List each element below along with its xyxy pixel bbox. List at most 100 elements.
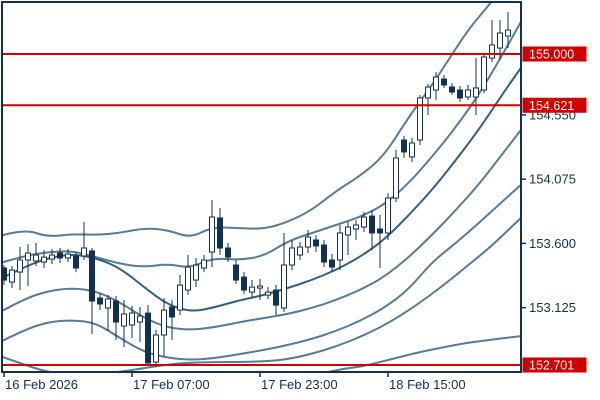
candle-body-bull bbox=[473, 87, 479, 98]
candle bbox=[465, 84, 471, 100]
price-lines-group bbox=[2, 53, 521, 366]
price-badge-label: 154.621 bbox=[529, 99, 574, 113]
price-badge-label: 155.000 bbox=[529, 48, 574, 62]
candle-body-bear bbox=[233, 264, 239, 281]
candle-body-bull bbox=[153, 334, 159, 363]
candle-body-bull bbox=[361, 216, 367, 228]
candle bbox=[409, 138, 415, 162]
candle bbox=[329, 253, 335, 273]
candle bbox=[321, 240, 327, 268]
candle bbox=[257, 278, 263, 301]
candle-body-bull bbox=[505, 29, 511, 37]
price-badge-label: 152.701 bbox=[529, 359, 574, 373]
candle-body-bull bbox=[177, 284, 183, 311]
candle-body-bear bbox=[457, 89, 463, 99]
price-badge: 154.621 bbox=[522, 97, 587, 113]
candle bbox=[417, 94, 423, 146]
candle bbox=[337, 224, 343, 271]
candle bbox=[233, 260, 239, 284]
candle bbox=[225, 242, 231, 263]
x-tick-label: 16 Feb 2026 bbox=[5, 377, 78, 392]
lower-band-4 bbox=[324, 335, 521, 372]
candle-body-bull bbox=[385, 197, 391, 234]
candle-body-bull bbox=[425, 86, 431, 99]
candle-body-bull bbox=[9, 269, 15, 283]
candle bbox=[33, 242, 39, 266]
candle-body-bear bbox=[2, 267, 7, 281]
candle-body-bull bbox=[121, 313, 127, 327]
candle bbox=[145, 305, 151, 365]
candle bbox=[433, 71, 439, 100]
candle bbox=[113, 296, 119, 340]
candle-body-bull bbox=[465, 89, 471, 98]
candle bbox=[241, 272, 247, 294]
candle-body-bull bbox=[185, 266, 191, 291]
candle-body-bull bbox=[481, 56, 487, 91]
candle bbox=[353, 219, 359, 241]
plot-border bbox=[1, 1, 522, 373]
candle-body-bull bbox=[345, 226, 351, 236]
candle-body-bear bbox=[113, 300, 119, 323]
y-tick-label: 153.125 bbox=[529, 300, 576, 315]
candle-body-bear bbox=[377, 228, 383, 234]
candle bbox=[441, 74, 447, 88]
candle bbox=[401, 135, 407, 159]
candle bbox=[361, 212, 367, 233]
candle-body-bear bbox=[441, 78, 447, 86]
candle bbox=[481, 54, 487, 93]
candle bbox=[265, 287, 271, 299]
candle bbox=[249, 280, 255, 298]
candle bbox=[65, 248, 71, 263]
candle-body-bull bbox=[433, 76, 439, 91]
candle-body-bull bbox=[489, 44, 495, 59]
candle-body-bull bbox=[81, 247, 87, 257]
candle bbox=[281, 232, 287, 312]
candle bbox=[25, 244, 31, 286]
candle bbox=[201, 255, 207, 273]
candle-body-bull bbox=[337, 232, 343, 261]
price-badge-box bbox=[522, 357, 587, 373]
candle bbox=[393, 150, 399, 202]
candle-body-bull bbox=[201, 259, 207, 269]
candle-body-bull bbox=[417, 97, 423, 141]
candle-body-bear bbox=[145, 312, 151, 364]
candle bbox=[457, 86, 463, 103]
candle-body-bear bbox=[329, 259, 335, 268]
candle bbox=[41, 250, 47, 269]
x-tick-label: 17 Feb 23:00 bbox=[261, 377, 338, 392]
candle bbox=[137, 306, 143, 343]
candle bbox=[377, 214, 383, 269]
candle-body-bull bbox=[33, 254, 39, 262]
candle-body-bear bbox=[449, 86, 455, 93]
candle bbox=[505, 12, 511, 49]
candle bbox=[121, 300, 127, 348]
candle-body-bear bbox=[97, 297, 103, 305]
x-tick-label: 17 Feb 07:00 bbox=[133, 377, 210, 392]
y-tick-label: 153.600 bbox=[529, 236, 576, 251]
y-tick-label: 154.075 bbox=[529, 172, 576, 187]
candle bbox=[57, 247, 63, 264]
candle bbox=[9, 265, 15, 289]
candle-body-bull bbox=[281, 264, 287, 309]
candle bbox=[169, 300, 175, 340]
candle-body-bear bbox=[273, 289, 279, 306]
candle bbox=[17, 247, 23, 291]
x-axis: 16 Feb 2026 17 Feb 07:00 17 Feb 23:00 18 Fe… bbox=[3, 372, 466, 392]
candle bbox=[105, 295, 111, 332]
candle-body-bull bbox=[129, 312, 135, 326]
candle bbox=[153, 329, 159, 368]
candle bbox=[369, 209, 375, 251]
candle-body-bull bbox=[393, 157, 399, 199]
candle bbox=[73, 252, 79, 273]
candle bbox=[185, 255, 191, 296]
candle bbox=[385, 193, 391, 241]
candle-body-bull bbox=[17, 259, 23, 273]
candle-body-bull bbox=[297, 246, 303, 256]
candle-body-bear bbox=[169, 306, 175, 318]
candle-body-bull bbox=[105, 298, 111, 309]
candle-body-bull bbox=[497, 32, 503, 49]
candle-body-bull bbox=[49, 254, 55, 260]
